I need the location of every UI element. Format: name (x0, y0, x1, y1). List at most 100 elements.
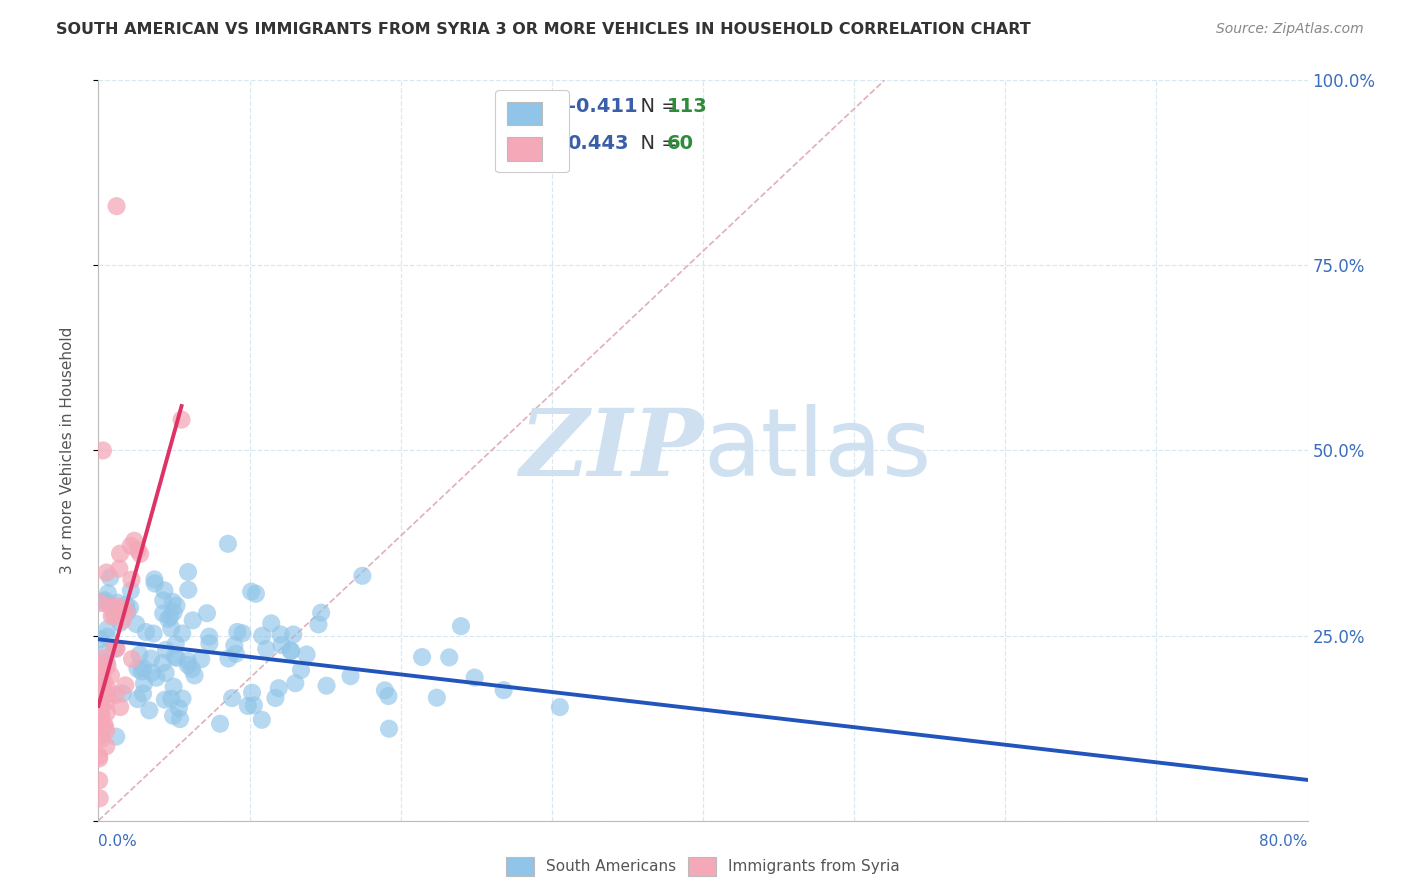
Point (280, 643, 302, 657)
Point (97, 586, 120, 600)
Point (352, 569, 374, 583)
Point (284, 676, 307, 690)
Point (198, 630, 221, 644)
Point (90, 706, 112, 720)
Point (159, 609, 181, 624)
Point (93, 718, 115, 732)
Point (464, 671, 486, 685)
Point (89, 660, 111, 674)
Point (89, 665, 111, 679)
Point (167, 701, 190, 715)
Point (108, 547, 131, 561)
Point (217, 651, 239, 665)
Point (152, 656, 174, 670)
Point (89, 657, 111, 671)
Point (89, 669, 111, 683)
Point (96, 739, 118, 754)
Point (110, 615, 132, 630)
Point (93, 687, 115, 701)
Point (141, 665, 163, 680)
Point (96, 630, 118, 644)
Point (243, 698, 266, 713)
Point (264, 690, 287, 705)
Point (89, 697, 111, 711)
Point (155, 642, 177, 657)
Point (98, 599, 121, 614)
Point (267, 681, 290, 696)
Point (411, 650, 433, 665)
Point (143, 576, 166, 591)
Point (155, 665, 177, 680)
Text: N =: N = (628, 134, 685, 153)
Point (93, 595, 115, 609)
Y-axis label: 3 or more Vehicles in Household: 3 or more Vehicles in Household (60, 326, 75, 574)
Point (290, 663, 312, 677)
Point (114, 678, 136, 692)
Text: -0.411: -0.411 (568, 96, 637, 116)
Point (89, 697, 111, 711)
Point (93, 685, 115, 699)
Text: 0.0%: 0.0% (98, 834, 138, 849)
Point (195, 606, 218, 620)
Point (165, 637, 187, 651)
Point (94, 723, 117, 738)
Text: 0.443: 0.443 (568, 134, 628, 153)
Text: 80.0%: 80.0% (1260, 834, 1308, 849)
Point (270, 627, 292, 641)
Point (115, 598, 138, 612)
Point (90, 718, 112, 732)
Point (307, 617, 329, 632)
Point (115, 605, 138, 619)
Point (224, 639, 246, 653)
Point (100, 609, 122, 624)
Point (426, 690, 449, 705)
Point (127, 543, 149, 558)
Point (492, 683, 515, 698)
Point (108, 561, 131, 575)
Point (309, 606, 332, 620)
Point (169, 712, 191, 726)
Point (172, 691, 194, 706)
Point (166, 651, 188, 665)
Point (170, 412, 193, 426)
Point (89, 749, 111, 764)
Point (221, 691, 243, 706)
Text: Source: ZipAtlas.com: Source: ZipAtlas.com (1216, 22, 1364, 37)
Point (125, 617, 148, 632)
Point (103, 640, 125, 655)
Text: SOUTH AMERICAN VS IMMIGRANTS FROM SYRIA 3 OR MORE VEHICLES IN HOUSEHOLD CORRELAT: SOUTH AMERICAN VS IMMIGRANTS FROM SYRIA … (56, 22, 1031, 37)
Point (121, 573, 143, 587)
Point (91, 666, 114, 681)
Point (439, 650, 461, 665)
Point (105, 199, 128, 213)
Point (90, 673, 112, 687)
Point (226, 624, 249, 639)
Point (450, 619, 472, 633)
Point (128, 648, 150, 662)
Point (225, 647, 247, 661)
Point (93, 719, 115, 733)
Point (250, 713, 273, 727)
Point (129, 547, 152, 561)
Text: R =: R = (527, 96, 571, 116)
Point (89, 664, 111, 678)
Point (198, 636, 221, 650)
Point (104, 607, 127, 621)
Point (104, 641, 127, 656)
Point (111, 613, 134, 627)
Point (89, 632, 111, 647)
Point (91, 682, 114, 697)
Point (162, 605, 184, 619)
Point (94, 646, 117, 660)
Point (105, 641, 128, 656)
Point (96, 706, 118, 720)
Point (260, 616, 283, 631)
Point (96, 658, 118, 673)
Point (181, 662, 204, 676)
Point (89, 728, 111, 742)
Point (315, 679, 337, 693)
Point (104, 688, 127, 702)
Point (177, 565, 200, 579)
Point (166, 599, 188, 613)
Point (153, 583, 176, 598)
